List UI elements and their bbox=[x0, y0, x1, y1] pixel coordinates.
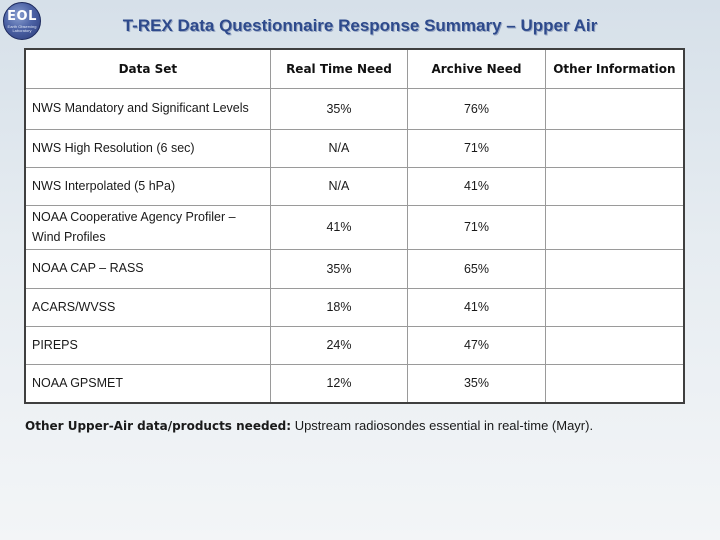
header-data-set: Data Set bbox=[24, 48, 271, 89]
cell-data-set: NWS Interpolated (5 hPa) bbox=[24, 166, 271, 206]
footnote-text: Upstream radiosondes essential in real-t… bbox=[291, 418, 594, 433]
cell-other bbox=[544, 87, 685, 130]
footnote-lead: Other Upper-Air data/products needed: bbox=[25, 419, 292, 433]
cell-other bbox=[544, 128, 685, 168]
cell-data-set: NOAA CAP – RASS bbox=[24, 248, 271, 289]
cell-archive: 47% bbox=[407, 325, 546, 365]
header-real-time-need: Real Time Need bbox=[269, 48, 409, 89]
summary-table: Data Set Real Time Need Archive Need Oth… bbox=[24, 48, 685, 404]
cell-data-set: PIREPS bbox=[24, 325, 271, 365]
page-title: T-REX Data Questionnaire Response Summar… bbox=[122, 16, 598, 35]
cell-real-time: 35% bbox=[269, 248, 409, 289]
cell-archive: 41% bbox=[407, 166, 546, 206]
table-row: NOAA CAP – RASS 35% 65% bbox=[24, 248, 685, 289]
cell-data-set: NWS Mandatory and Significant Levels bbox=[24, 87, 271, 130]
logo-subtext: Earth Observing Laboratory bbox=[7, 24, 37, 33]
cell-other bbox=[544, 325, 685, 365]
cell-archive: 76% bbox=[407, 87, 546, 130]
table-row: NWS High Resolution (6 sec) N/A 71% bbox=[24, 128, 685, 168]
table-row: NOAA GPSMET 12% 35% bbox=[24, 363, 685, 404]
cell-data-set: ACARS/WVSS bbox=[24, 287, 271, 327]
table-row: NWS Mandatory and Significant Levels 35%… bbox=[24, 87, 685, 130]
cell-data-set: NOAA GPSMET bbox=[24, 363, 271, 404]
cell-real-time: 24% bbox=[269, 325, 409, 365]
cell-other bbox=[544, 204, 685, 250]
cell-real-time: 35% bbox=[269, 87, 409, 130]
cell-data-set: NOAA Cooperative Agency Profiler – Wind … bbox=[24, 204, 271, 250]
cell-real-time: 41% bbox=[269, 204, 409, 250]
table-row: NOAA Cooperative Agency Profiler – Wind … bbox=[24, 204, 685, 250]
cell-archive: 65% bbox=[407, 248, 546, 289]
cell-real-time: N/A bbox=[269, 128, 409, 168]
cell-other bbox=[544, 287, 685, 327]
cell-archive: 71% bbox=[407, 128, 546, 168]
cell-real-time: 18% bbox=[269, 287, 409, 327]
header-other-information: Other Information bbox=[544, 48, 685, 89]
table-row: NWS Interpolated (5 hPa) N/A 41% bbox=[24, 166, 685, 206]
header-archive-need: Archive Need bbox=[407, 48, 546, 89]
cell-data-set: NWS High Resolution (6 sec) bbox=[24, 128, 271, 168]
cell-archive: 71% bbox=[407, 204, 546, 250]
cell-real-time: 12% bbox=[269, 363, 409, 404]
cell-other bbox=[544, 248, 685, 289]
cell-real-time: N/A bbox=[269, 166, 409, 206]
header-row: Data Set Real Time Need Archive Need Oth… bbox=[24, 48, 685, 89]
cell-archive: 35% bbox=[407, 363, 546, 404]
cell-archive: 41% bbox=[407, 287, 546, 327]
logo-text: EOL bbox=[7, 9, 37, 24]
cell-other bbox=[544, 363, 685, 404]
table-row: PIREPS 24% 47% bbox=[24, 325, 685, 365]
footnote: Other Upper-Air data/products needed: Up… bbox=[25, 418, 695, 433]
eol-logo: EOL Earth Observing Laboratory bbox=[3, 2, 41, 40]
table-row: ACARS/WVSS 18% 41% bbox=[24, 287, 685, 327]
cell-other bbox=[544, 166, 685, 206]
